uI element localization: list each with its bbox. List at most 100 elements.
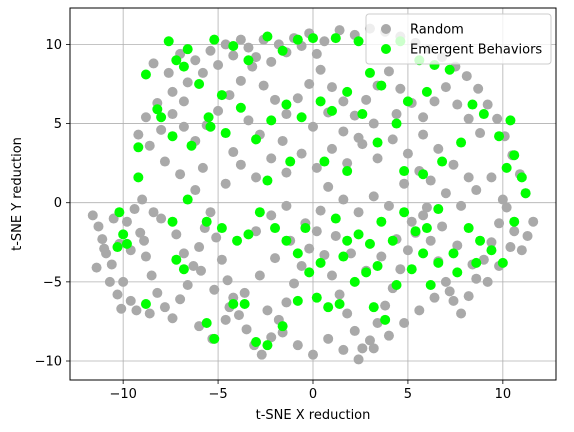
data-point xyxy=(228,40,239,51)
data-point xyxy=(258,80,269,91)
data-point xyxy=(270,223,281,234)
data-point xyxy=(220,314,231,325)
data-point xyxy=(338,251,349,262)
data-point xyxy=(308,33,318,44)
data-point xyxy=(509,150,520,161)
data-point xyxy=(220,128,231,139)
data-point xyxy=(452,99,463,110)
data-point xyxy=(372,137,383,148)
data-point xyxy=(186,140,197,151)
data-point xyxy=(326,82,337,93)
legend-marker-random xyxy=(381,24,391,34)
data-point xyxy=(188,261,199,272)
data-point xyxy=(235,75,246,86)
data-point xyxy=(522,230,533,241)
data-point xyxy=(448,159,459,170)
data-point xyxy=(323,302,334,313)
data-point xyxy=(197,162,208,173)
data-point xyxy=(296,148,307,159)
data-point xyxy=(304,78,315,89)
data-point xyxy=(118,276,129,287)
data-point xyxy=(195,265,206,276)
data-point xyxy=(152,104,163,115)
data-point xyxy=(140,251,151,262)
data-point xyxy=(330,33,341,44)
data-point xyxy=(380,300,391,311)
data-point xyxy=(133,172,144,183)
data-point xyxy=(133,129,144,140)
data-point xyxy=(266,56,277,67)
data-point xyxy=(433,257,444,268)
data-point xyxy=(461,71,472,82)
data-point xyxy=(171,229,182,240)
data-point xyxy=(425,175,436,186)
data-point xyxy=(414,305,425,316)
data-point xyxy=(528,216,539,227)
data-point xyxy=(251,172,262,183)
data-point xyxy=(137,194,148,205)
legend-label-emergent-behaviors: Emergent Behaviors xyxy=(410,43,542,58)
data-point xyxy=(402,148,413,159)
data-point xyxy=(319,249,330,260)
data-point xyxy=(391,109,402,120)
data-point xyxy=(266,115,277,126)
data-point xyxy=(486,237,497,248)
data-point xyxy=(463,172,474,183)
data-point xyxy=(338,344,349,355)
data-point xyxy=(473,83,484,94)
data-point xyxy=(190,55,201,66)
data-point xyxy=(251,337,262,348)
data-point xyxy=(205,121,216,132)
data-point xyxy=(235,34,246,45)
data-point xyxy=(376,216,387,227)
data-point xyxy=(315,96,326,107)
data-point xyxy=(224,90,235,101)
y-tick-label: 5 xyxy=(54,117,62,132)
data-point xyxy=(425,280,436,291)
data-point xyxy=(228,147,239,158)
data-point xyxy=(190,185,201,196)
data-point xyxy=(171,55,182,66)
data-point xyxy=(368,118,379,129)
data-point xyxy=(87,210,98,221)
data-point xyxy=(281,167,292,178)
data-point xyxy=(201,216,212,227)
data-point xyxy=(471,185,482,196)
data-point xyxy=(342,308,353,319)
data-point xyxy=(262,340,273,351)
data-point xyxy=(349,110,360,121)
data-point xyxy=(319,156,330,167)
data-point xyxy=(494,131,505,142)
data-point xyxy=(163,67,174,78)
data-point xyxy=(391,118,402,129)
legend: Random Emergent Behaviors xyxy=(365,13,552,65)
data-point xyxy=(383,330,394,341)
data-point xyxy=(444,64,455,75)
data-point xyxy=(406,264,417,275)
x-tick-label: −5 xyxy=(208,387,227,402)
data-point xyxy=(140,69,151,80)
data-point xyxy=(159,156,170,167)
data-point xyxy=(501,202,512,213)
data-point xyxy=(121,216,132,227)
data-point xyxy=(345,248,356,259)
data-point xyxy=(376,80,387,91)
data-point xyxy=(497,194,508,205)
data-point xyxy=(197,67,208,78)
data-point xyxy=(251,226,262,237)
data-point xyxy=(456,308,467,319)
data-point xyxy=(311,48,322,59)
data-point xyxy=(353,354,364,365)
data-point xyxy=(148,58,159,69)
data-point xyxy=(383,200,394,211)
legend-marker-emergent-behaviors xyxy=(381,44,391,54)
data-point xyxy=(167,313,178,324)
data-point xyxy=(144,308,155,319)
data-point xyxy=(216,254,227,265)
data-point xyxy=(233,310,244,321)
data-point xyxy=(209,34,220,45)
data-point xyxy=(205,207,216,218)
data-point xyxy=(296,261,307,272)
data-point xyxy=(140,112,151,123)
data-point xyxy=(182,280,193,291)
